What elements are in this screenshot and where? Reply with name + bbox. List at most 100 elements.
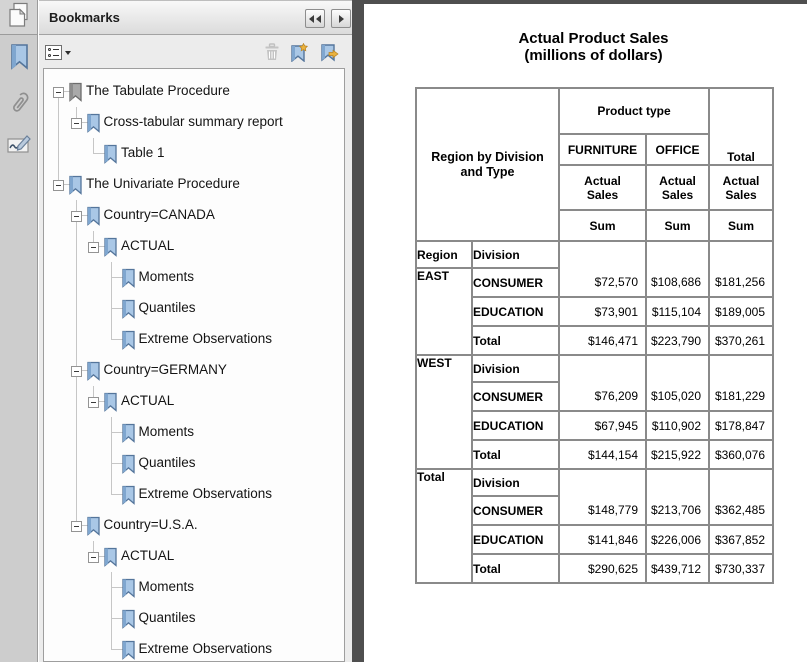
bookmark-icon <box>120 330 136 350</box>
bookmark-label[interactable]: Moments <box>138 579 195 594</box>
tree-connector-line <box>110 277 112 293</box>
chevron-down-icon <box>65 50 71 55</box>
bookmark-item[interactable]: ACTUAL <box>44 231 344 262</box>
division-value-cell: EDUCATION <box>471 296 560 327</box>
bookmark-item[interactable]: ACTUAL <box>44 541 344 572</box>
empty-cell <box>645 240 710 268</box>
bookmark-icon <box>67 82 83 102</box>
signatures-panel-button[interactable] <box>7 133 31 161</box>
bookmark-item[interactable]: Moments <box>44 262 344 293</box>
bookmark-label[interactable]: The Univariate Procedure <box>86 176 240 191</box>
bookmark-label[interactable]: Moments <box>138 424 195 439</box>
collapse-expander[interactable] <box>88 397 99 408</box>
bookmark-item[interactable]: The Tabulate Procedure <box>44 76 344 107</box>
bookmark-icon <box>102 144 118 164</box>
tree-connector-line <box>75 215 90 216</box>
stat-header-cell: Sum <box>558 209 647 242</box>
division-label-cell: Division <box>471 354 560 383</box>
bookmark-item[interactable]: Quantiles <box>44 448 344 479</box>
tree-connector-line <box>93 246 107 247</box>
attachments-panel-button[interactable] <box>7 92 31 120</box>
bookmark-item[interactable]: Extreme Observations <box>44 324 344 355</box>
bookmark-item[interactable]: Quantiles <box>44 603 344 634</box>
bookmark-label[interactable]: Table 1 <box>121 145 165 160</box>
bookmark-label[interactable]: Moments <box>138 269 195 284</box>
bookmark-item[interactable]: Quantiles <box>44 293 344 324</box>
collapse-expander[interactable] <box>53 87 64 98</box>
new-bookmark-button[interactable] <box>290 42 308 64</box>
bookmark-label[interactable]: ACTUAL <box>121 548 175 563</box>
panel-splitter[interactable] <box>352 0 364 662</box>
bookmark-label[interactable]: Country=CANADA <box>103 207 215 222</box>
collapse-expander[interactable] <box>70 211 82 222</box>
sales-value-cell: $370,261 <box>708 325 774 356</box>
collapse-expander[interactable] <box>88 242 99 253</box>
bookmark-item[interactable]: Country=U.S.A. <box>44 510 344 541</box>
bookmark-icon <box>85 113 101 133</box>
sales-table: Region by Division and Type Product type… <box>415 87 774 584</box>
delete-bookmark-button[interactable] <box>263 43 281 64</box>
collapse-expander[interactable] <box>88 552 99 563</box>
region-value-cell: EAST <box>415 267 473 356</box>
export-bookmark-button[interactable] <box>320 43 339 64</box>
double-left-arrow-icon <box>309 14 314 23</box>
bookmark-label[interactable]: Country=U.S.A. <box>103 517 198 532</box>
tree-connector-line <box>110 432 112 448</box>
bookmark-label[interactable]: ACTUAL <box>121 238 175 253</box>
division-value-cell: Total <box>471 325 560 356</box>
bookmark-label[interactable]: The Tabulate Procedure <box>86 83 230 98</box>
bookmark-icon <box>7 43 31 76</box>
bookmark-item[interactable]: Cross-tabular summary report <box>44 107 344 138</box>
paperclip-icon <box>7 90 31 123</box>
signature-icon <box>6 133 32 162</box>
tree-connector-line <box>75 370 77 386</box>
region-value-cell: WEST <box>415 354 473 470</box>
collapse-panel-button[interactable] <box>305 9 325 28</box>
bookmark-item[interactable]: Table 1 <box>44 138 344 169</box>
bookmark-label[interactable]: Quantiles <box>138 455 196 470</box>
furniture-header-cell: FURNITURE <box>558 133 647 166</box>
sales-value-cell: $110,902 <box>645 410 710 441</box>
bookmark-item[interactable]: ACTUAL <box>44 386 344 417</box>
tree-connector-line <box>75 370 90 371</box>
bookmark-item[interactable]: Country=GERMANY <box>44 355 344 386</box>
tree-connector-line <box>110 448 112 464</box>
tree-connector-line <box>110 649 125 650</box>
bookmark-label[interactable]: Quantiles <box>138 610 196 625</box>
bookmark-icon <box>85 516 101 536</box>
bookmark-label[interactable]: ACTUAL <box>121 393 175 408</box>
collapse-expander[interactable] <box>70 366 82 377</box>
tree-connector-line <box>110 308 125 309</box>
collapse-expander[interactable] <box>53 180 64 191</box>
bookmark-item[interactable]: Moments <box>44 572 344 603</box>
tree-connector-line <box>58 184 72 185</box>
collapse-expander[interactable] <box>70 521 82 532</box>
bookmark-item[interactable]: The Univariate Procedure <box>44 169 344 200</box>
bookmark-item[interactable]: Moments <box>44 417 344 448</box>
measure-header-cell: Actual Sales <box>645 164 710 211</box>
options-list-icon <box>45 45 62 60</box>
sales-value-cell: $148,779 <box>558 495 647 526</box>
bookmark-item[interactable]: Extreme Observations <box>44 479 344 510</box>
tree-connector-line <box>110 572 112 588</box>
bookmark-label[interactable]: Country=GERMANY <box>103 362 227 377</box>
bookmark-label[interactable]: Extreme Observations <box>138 331 273 346</box>
division-value-cell: CONSUMER <box>471 267 560 298</box>
bookmarks-toolbar <box>39 35 352 68</box>
panel-title: Bookmarks <box>49 10 120 25</box>
bookmark-label[interactable]: Extreme Observations <box>138 486 273 501</box>
bookmark-item[interactable]: Extreme Observations <box>44 634 344 661</box>
right-arrow-icon <box>338 14 344 23</box>
bookmark-item[interactable]: Country=CANADA <box>44 200 344 231</box>
bookmark-label[interactable]: Quantiles <box>138 300 196 315</box>
collapse-expander[interactable] <box>70 118 82 129</box>
sales-value-cell: $362,485 <box>708 495 774 526</box>
bookmark-label[interactable]: Cross-tabular summary report <box>103 114 283 129</box>
page-thumbnails-button[interactable] <box>0 0 38 35</box>
bookmark-label[interactable]: Extreme Observations <box>138 641 273 656</box>
forward-button[interactable] <box>331 9 351 28</box>
measure-header-cell: Actual Sales <box>708 164 774 211</box>
bookmark-options-button[interactable] <box>45 43 77 62</box>
bookmarks-panel-button[interactable] <box>7 43 31 76</box>
sales-value-cell: $141,846 <box>558 524 647 555</box>
